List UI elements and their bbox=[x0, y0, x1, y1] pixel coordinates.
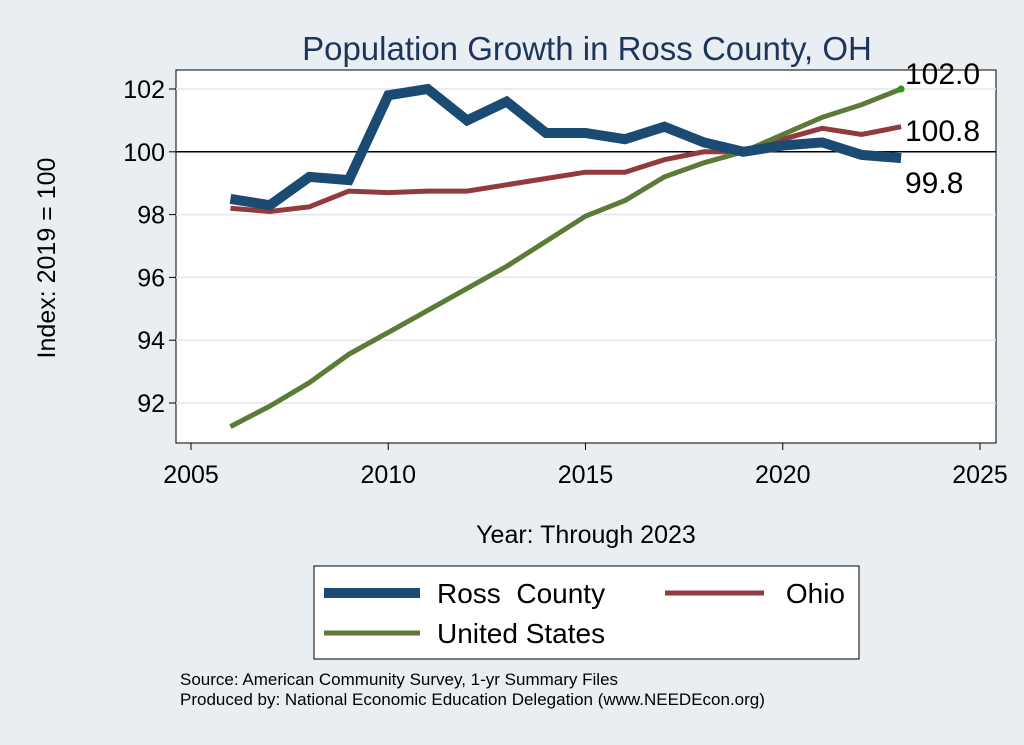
x-tick-label: 2005 bbox=[163, 461, 219, 489]
end-value-label: 102.0 bbox=[905, 58, 980, 91]
series-lines bbox=[229, 83, 905, 429]
y-tick-label: 92 bbox=[137, 390, 165, 418]
y-axis-ticks: 92 94 96 98 100 102 bbox=[123, 76, 176, 418]
source-line: Source: American Community Survey, 1-yr … bbox=[180, 670, 619, 689]
series-line bbox=[229, 83, 902, 211]
source-note: Source: American Community Survey, 1-yr … bbox=[180, 670, 765, 710]
end-labels: 102.0 100.8 99.8 bbox=[905, 58, 980, 200]
series-line bbox=[229, 86, 903, 429]
legend-label: United States bbox=[437, 618, 605, 649]
chart-title: Population Growth in Ross County, OH bbox=[302, 30, 872, 67]
y-tick-label: 96 bbox=[137, 264, 165, 292]
x-axis-ticks: 2005 2010 2015 2020 2025 bbox=[163, 443, 1008, 489]
y-axis-label: Index: 2019 = 100 bbox=[33, 158, 61, 359]
x-axis-label: Year: Through 2023 bbox=[476, 521, 696, 549]
y-tick-label: 100 bbox=[123, 139, 165, 167]
x-tick-label: 2020 bbox=[755, 461, 811, 489]
legend-items: Ross County Ohio United States bbox=[324, 578, 845, 649]
x-tick-label: 2010 bbox=[360, 461, 416, 489]
endpoint-marker bbox=[897, 85, 905, 93]
x-tick-label: 2025 bbox=[952, 461, 1008, 489]
x-tick-label: 2015 bbox=[558, 461, 614, 489]
series-line bbox=[230, 124, 902, 215]
y-tick-label: 98 bbox=[137, 202, 165, 230]
legend bbox=[313, 565, 860, 660]
y-tick-label: 94 bbox=[137, 327, 165, 355]
end-value-label: 100.8 bbox=[905, 115, 980, 148]
producer-line: Produced by: National Economic Education… bbox=[180, 690, 765, 709]
legend-label: Ohio bbox=[786, 578, 845, 609]
end-value-label: 99.8 bbox=[905, 167, 963, 200]
y-tick-label: 102 bbox=[123, 76, 165, 104]
legend-label: Ross County bbox=[437, 578, 605, 609]
